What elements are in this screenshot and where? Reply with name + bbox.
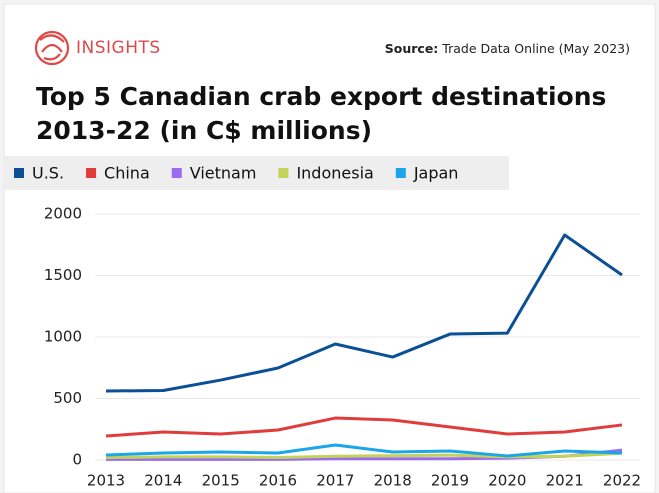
x-tick-label: 2020 — [488, 472, 526, 490]
y-tick-label: 2000 — [44, 205, 82, 223]
series-line — [105, 451, 623, 460]
legend-swatch — [278, 168, 289, 178]
source: Source: Trade Data Online (May 2023) — [385, 41, 630, 56]
logo — [34, 30, 70, 66]
legend-swatch — [14, 168, 24, 178]
legend-swatch — [86, 168, 97, 178]
legend-label: Indonesia — [296, 164, 373, 183]
y-tick-label: 500 — [53, 389, 82, 407]
legend-label: U.S. — [32, 164, 64, 183]
source-label: Source: — [385, 41, 439, 56]
legend-swatch — [171, 168, 182, 178]
y-tick-label: 0 — [72, 451, 82, 469]
legend-label: Vietnam — [190, 164, 257, 183]
x-tick-label: 2013 — [87, 472, 125, 490]
series-line — [105, 443, 623, 458]
x-tick-label: 2019 — [431, 472, 469, 490]
chart-subtitle: 2013-22 (in C$ millions) — [36, 116, 372, 145]
series-line — [105, 416, 623, 438]
x-tick-label: 2021 — [546, 472, 584, 490]
legend-label: Japan — [413, 164, 459, 183]
source-text: Trade Data Online (May 2023) — [441, 41, 630, 56]
legend-swatch — [395, 168, 406, 178]
brand: INSIGHTS — [76, 38, 161, 58]
card — [3, 3, 656, 493]
x-tick-label: 2022 — [603, 472, 641, 490]
x-tick-label: 2018 — [374, 472, 412, 490]
x-tick-label: 2017 — [316, 472, 354, 490]
legend-label: China — [104, 164, 150, 183]
y-tick-label: 1500 — [44, 266, 82, 284]
chart-title: Top 5 Canadian crab export destinations — [36, 82, 606, 111]
x-tick-label: 2014 — [144, 472, 182, 490]
x-tick-label: 2015 — [202, 472, 240, 490]
y-tick-label: 1000 — [44, 328, 82, 346]
series-line — [105, 233, 623, 393]
x-tick-label: 2016 — [259, 472, 297, 490]
